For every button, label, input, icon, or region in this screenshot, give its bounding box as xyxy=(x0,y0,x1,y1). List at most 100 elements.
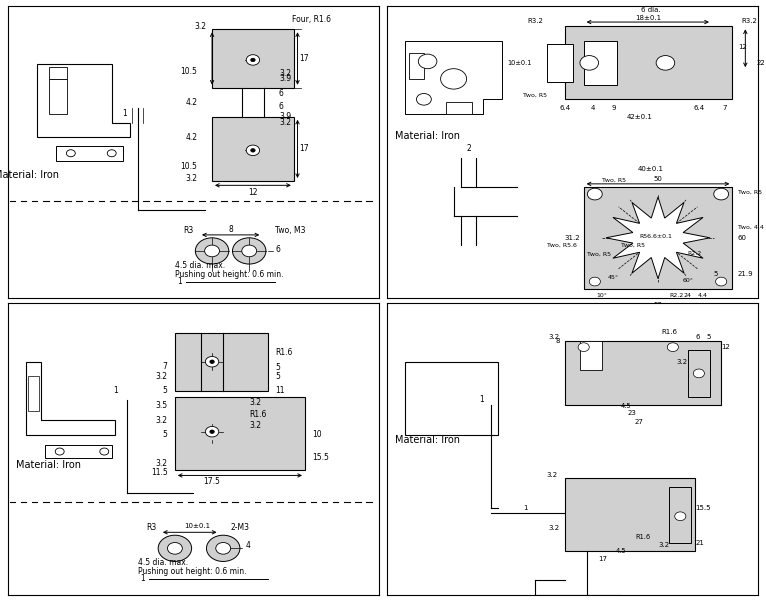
Polygon shape xyxy=(414,372,489,424)
Text: 9: 9 xyxy=(611,105,616,111)
Bar xyxy=(546,44,572,82)
Text: 22: 22 xyxy=(757,60,765,66)
Circle shape xyxy=(107,150,116,157)
Text: 7: 7 xyxy=(722,105,727,111)
Text: Four, R1.6: Four, R1.6 xyxy=(292,14,331,23)
Circle shape xyxy=(656,55,675,70)
Text: 27: 27 xyxy=(635,418,644,424)
Text: 4.2: 4.2 xyxy=(185,98,197,107)
Bar xyxy=(405,362,498,435)
Text: 5: 5 xyxy=(162,386,168,395)
Text: 31.2: 31.2 xyxy=(565,235,580,241)
Text: 1: 1 xyxy=(123,109,127,118)
Text: 1: 1 xyxy=(523,504,528,510)
Polygon shape xyxy=(421,376,483,420)
Text: 2: 2 xyxy=(466,144,471,153)
Circle shape xyxy=(158,535,192,561)
Circle shape xyxy=(417,94,431,105)
Circle shape xyxy=(578,343,589,352)
Circle shape xyxy=(246,145,260,156)
Polygon shape xyxy=(38,64,130,137)
Text: 3.2: 3.2 xyxy=(185,174,197,183)
Text: 15.5: 15.5 xyxy=(313,453,329,462)
Polygon shape xyxy=(26,362,116,435)
Text: 4.5 dia. max.: 4.5 dia. max. xyxy=(138,558,188,567)
Text: Material: Iron: Material: Iron xyxy=(395,131,460,141)
Circle shape xyxy=(205,245,220,257)
Bar xyxy=(48,79,67,114)
Text: 42±0.1: 42±0.1 xyxy=(627,114,653,120)
Circle shape xyxy=(715,277,727,286)
Text: 5: 5 xyxy=(706,334,711,340)
Text: 3.2: 3.2 xyxy=(658,543,669,549)
Circle shape xyxy=(589,277,601,286)
Text: 3.9: 3.9 xyxy=(279,75,291,84)
Text: 5: 5 xyxy=(162,430,168,439)
Text: R1.6: R1.6 xyxy=(249,410,267,419)
Bar xyxy=(409,53,424,79)
Bar xyxy=(212,117,294,181)
Text: 18±0.1: 18±0.1 xyxy=(636,14,662,20)
Text: R3.2: R3.2 xyxy=(527,17,543,23)
Text: 6 dia.: 6 dia. xyxy=(640,7,660,13)
Text: Two, M3: Two, M3 xyxy=(275,226,306,235)
Bar xyxy=(45,445,112,458)
Text: 45°: 45° xyxy=(608,275,619,279)
Text: 3.2: 3.2 xyxy=(155,372,168,381)
Text: R1.6: R1.6 xyxy=(636,534,650,540)
Text: 21.9: 21.9 xyxy=(738,271,754,277)
Circle shape xyxy=(55,448,64,455)
Circle shape xyxy=(210,430,214,433)
Circle shape xyxy=(693,369,705,378)
Text: 23: 23 xyxy=(627,410,637,416)
Text: 60: 60 xyxy=(738,235,747,241)
Circle shape xyxy=(168,543,182,554)
Text: R3.2: R3.2 xyxy=(741,17,758,23)
Text: 1: 1 xyxy=(479,395,484,404)
Text: 4: 4 xyxy=(591,105,595,111)
Text: 17: 17 xyxy=(597,556,607,561)
Text: 4.5 dia. max.: 4.5 dia. max. xyxy=(175,261,225,270)
Text: 3.5: 3.5 xyxy=(155,401,168,410)
Text: 10.5: 10.5 xyxy=(180,67,197,76)
Text: 10.5: 10.5 xyxy=(180,162,197,171)
Circle shape xyxy=(675,512,686,520)
Circle shape xyxy=(440,69,466,89)
Text: 4.2: 4.2 xyxy=(185,133,197,142)
Text: Material: Iron: Material: Iron xyxy=(16,460,81,470)
Polygon shape xyxy=(606,197,710,279)
Text: 7: 7 xyxy=(162,362,168,371)
Text: 12: 12 xyxy=(248,188,257,197)
Text: 15.5: 15.5 xyxy=(696,504,711,510)
Text: 3.9: 3.9 xyxy=(279,112,291,121)
Bar xyxy=(48,67,67,79)
Text: 1: 1 xyxy=(113,386,118,395)
Text: 17.5: 17.5 xyxy=(204,477,221,486)
Text: 11.5: 11.5 xyxy=(151,468,168,477)
Text: R3: R3 xyxy=(146,523,156,532)
Text: 8: 8 xyxy=(555,338,559,344)
Text: Two, R5.6: Two, R5.6 xyxy=(546,243,576,248)
Text: R1.6: R1.6 xyxy=(661,329,677,335)
Text: Two, R5: Two, R5 xyxy=(588,251,611,257)
Circle shape xyxy=(233,238,266,264)
Circle shape xyxy=(246,55,260,65)
Text: 1: 1 xyxy=(178,277,182,286)
Bar xyxy=(212,29,294,88)
Text: 5: 5 xyxy=(275,363,280,372)
Circle shape xyxy=(205,427,219,437)
Bar xyxy=(446,102,472,114)
Text: 60°: 60° xyxy=(683,278,693,282)
Text: R56.6±0.1: R56.6±0.1 xyxy=(640,234,673,239)
Text: 5: 5 xyxy=(714,271,718,277)
Text: R2.2: R2.2 xyxy=(669,293,684,298)
Bar xyxy=(584,187,732,289)
Text: 11: 11 xyxy=(275,386,285,395)
Text: 6: 6 xyxy=(696,334,699,340)
Text: 12: 12 xyxy=(721,344,730,350)
Circle shape xyxy=(242,245,257,257)
Text: 58: 58 xyxy=(653,302,663,308)
Text: 4.5: 4.5 xyxy=(616,548,626,554)
Bar xyxy=(688,350,710,397)
Text: 6: 6 xyxy=(275,245,280,254)
